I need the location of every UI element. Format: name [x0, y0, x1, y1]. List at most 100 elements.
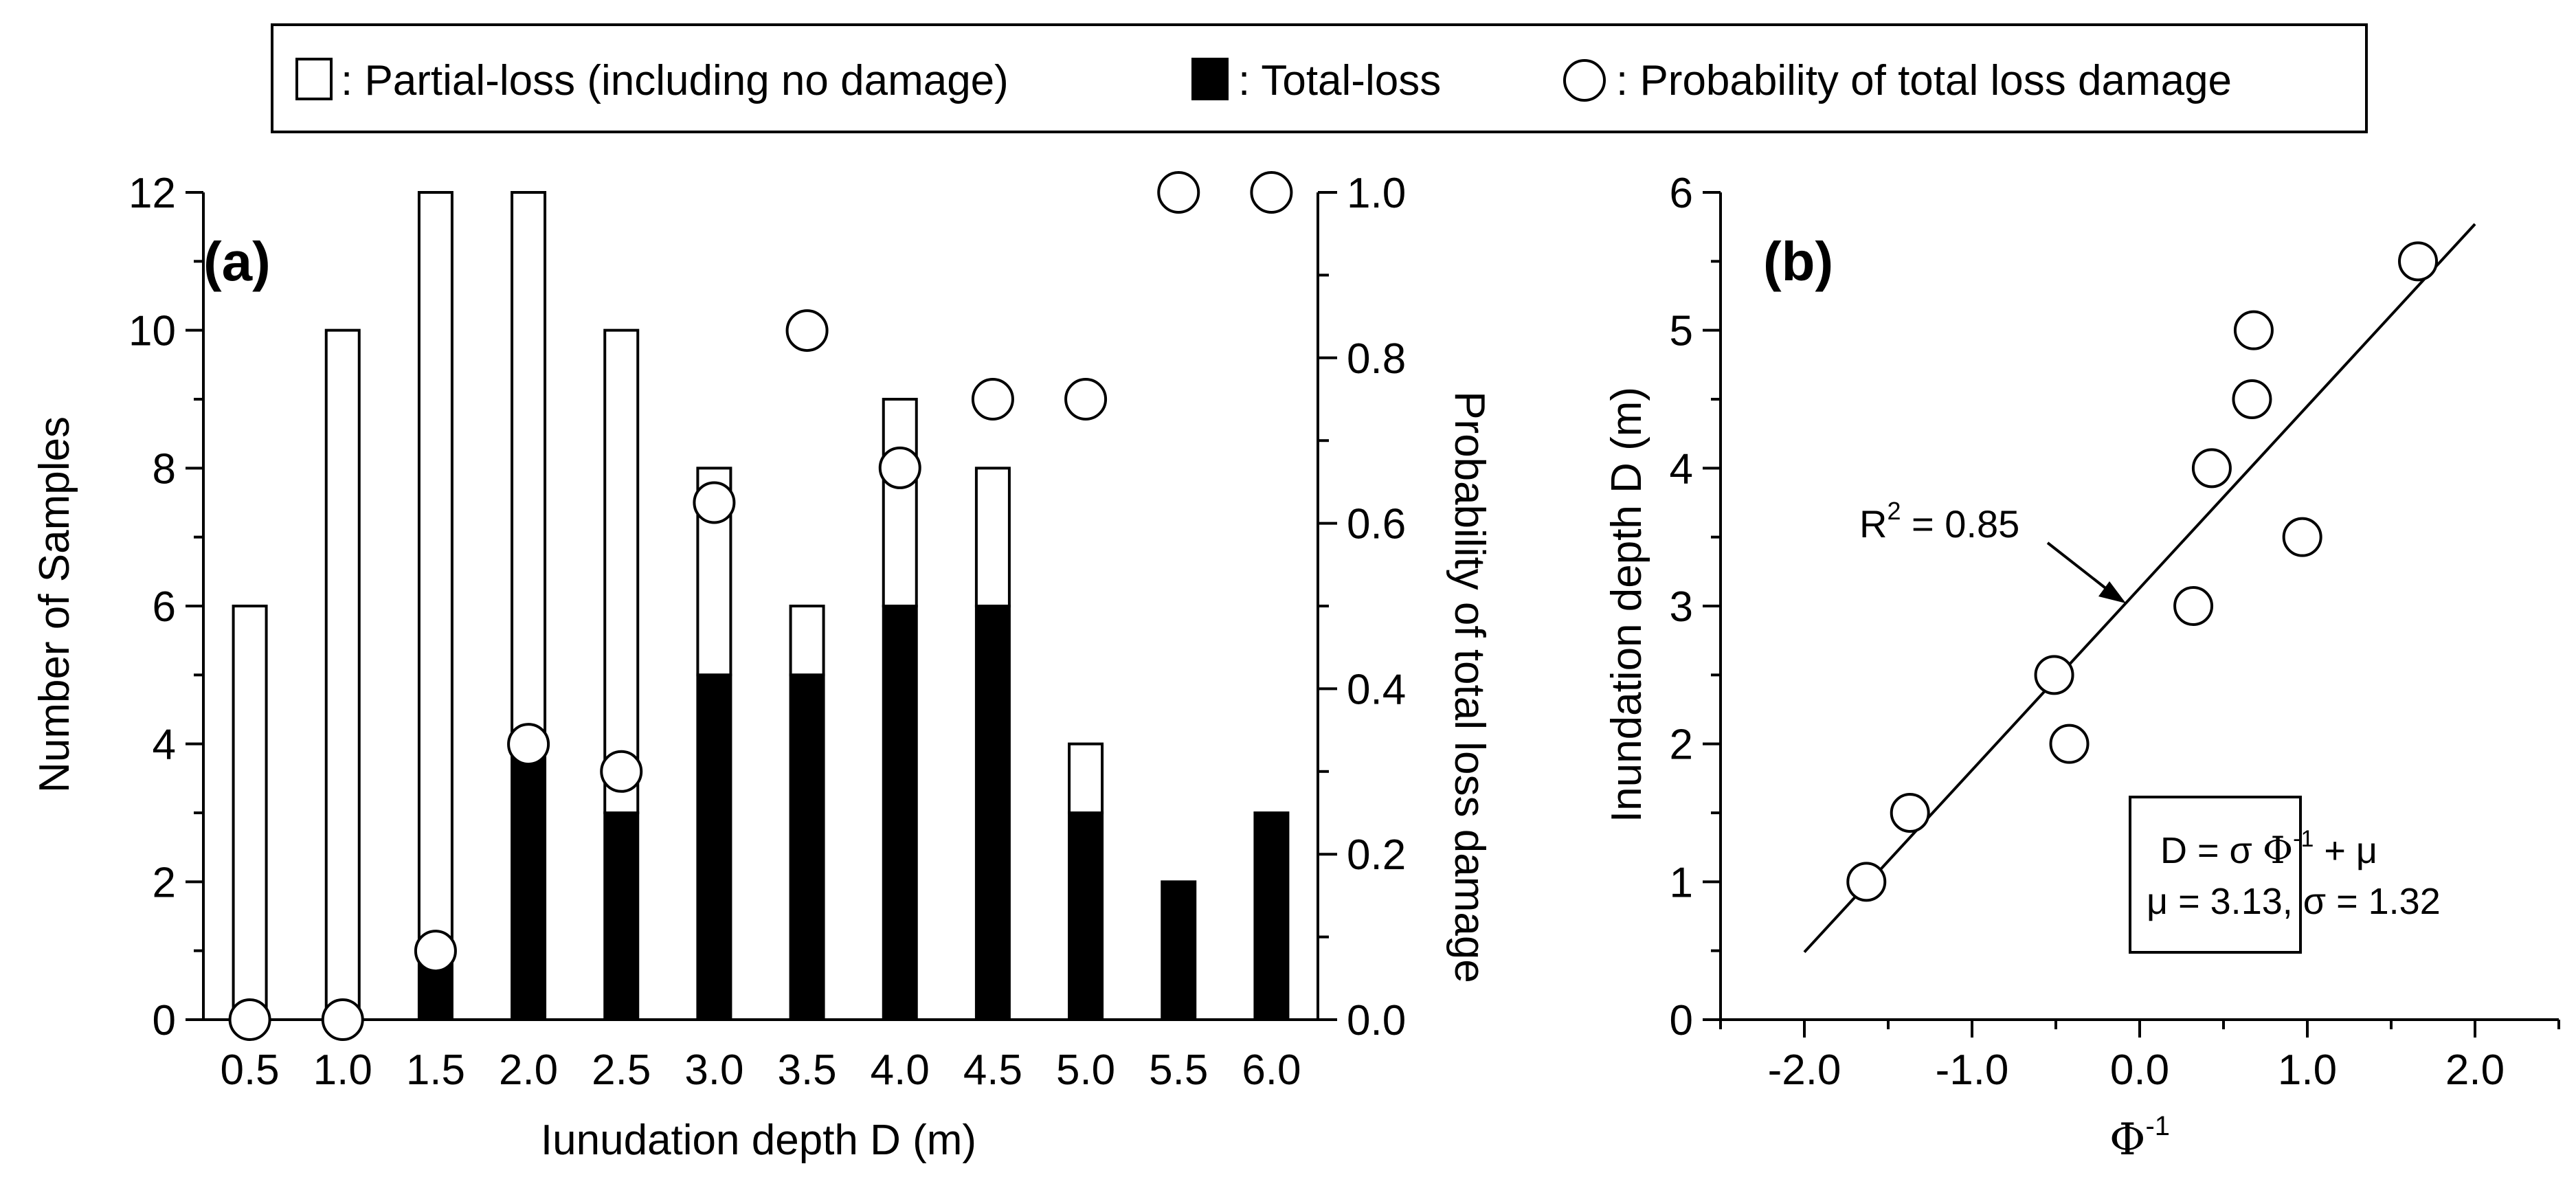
- probability-point: [785, 309, 829, 352]
- bar-partial-loss: [324, 328, 361, 1021]
- data-point: [2173, 586, 2214, 626]
- probability-point: [971, 378, 1014, 421]
- bar-total-loss: [882, 605, 918, 1021]
- r-squared-arrow: [2046, 541, 2112, 594]
- bar-partial-loss: [882, 398, 918, 607]
- y-tick-label: 0: [1670, 997, 1693, 1044]
- probability-point: [228, 998, 271, 1041]
- panel-b-label: (b): [1763, 231, 1833, 292]
- y2-tick-label: 1.0: [1347, 170, 1406, 217]
- probability-point: [1250, 171, 1293, 214]
- legend-prob-marker: [1563, 59, 1606, 102]
- x-tick-label: 4.5: [963, 1046, 1022, 1094]
- probability-point: [1064, 378, 1108, 421]
- probability-point: [693, 481, 736, 524]
- panel-a-y2-axis-title: Probability of total loss damage: [1446, 391, 1493, 983]
- data-point: [2232, 379, 2272, 419]
- legend-partial-swatch: [295, 58, 333, 100]
- y-tick-label: 2: [1670, 721, 1693, 769]
- y2-tick-label: 0.6: [1347, 501, 1406, 548]
- legend-partial-label: : Partial-loss (including no damage): [341, 57, 1009, 104]
- bar-total-loss: [511, 742, 547, 1021]
- y-tick-label: 4: [153, 721, 176, 769]
- bar-partial-loss: [417, 191, 453, 952]
- r-squared-label: R2 = 0.85: [1859, 497, 2019, 546]
- legend-box: [271, 23, 2368, 133]
- y2-tick-label: 0.0: [1347, 997, 1406, 1044]
- y-tick-label: 2: [153, 859, 176, 906]
- x-tick-label: 2.0: [499, 1046, 558, 1094]
- y-tick-label: 0: [153, 997, 176, 1044]
- formula-box: [2129, 796, 2302, 954]
- data-point: [2282, 517, 2322, 557]
- panel-a: (a) 0 2 4 6 8 10 12 0.0 0.2 0.4 0.6 0.8 1.0 0.5 1.0 1.5…: [31, 170, 1493, 1164]
- y2-tick-label: 0.4: [1347, 666, 1406, 713]
- data-point: [2191, 448, 2232, 489]
- bar-partial-loss: [974, 467, 1011, 607]
- probability-point: [1157, 171, 1200, 214]
- x-tick-label: 0.5: [220, 1046, 279, 1094]
- legend-total-swatch: [1191, 58, 1229, 100]
- panel-b: (b) 0 1 2 3 4 5 6 -2.0 -1.0 0.0 1.0 2.0 R2 = 0.85 D…: [1603, 170, 2560, 1165]
- bar-partial-loss: [603, 328, 640, 814]
- x-tick-label: -1.0: [1936, 1046, 2009, 1094]
- x-tick-label: 2.5: [592, 1046, 651, 1094]
- panel-b-points: [1846, 241, 2439, 902]
- bar-total-loss: [1161, 880, 1197, 1022]
- data-point: [2034, 655, 2074, 695]
- x-tick-label: 3.5: [777, 1046, 836, 1094]
- x-tick-label: 6.0: [1242, 1046, 1301, 1094]
- data-point: [2233, 310, 2274, 350]
- data-point: [2049, 724, 2090, 764]
- y-tick-label: 6: [1670, 170, 1693, 217]
- legend-prob-label: : Probability of total loss damage: [1616, 57, 2232, 104]
- formula-line-1: D = σ Φ-1 + μ: [2160, 826, 2377, 872]
- y-tick-label: 12: [128, 170, 176, 217]
- probability-point: [600, 750, 643, 793]
- x-tick-label: 4.0: [871, 1046, 930, 1094]
- bar-total-loss: [603, 811, 640, 1021]
- x-tick-label: 0.0: [2110, 1046, 2169, 1094]
- x-tick-label: -2.0: [1768, 1046, 1841, 1094]
- r-squared-arrowhead: [2098, 581, 2126, 603]
- y-tick-label: 1: [1670, 859, 1693, 906]
- bar-partial-loss: [232, 605, 268, 1021]
- panel-a-x-axis-title: Iunudation depth D (m): [541, 1117, 976, 1164]
- bar-total-loss: [1068, 811, 1104, 1021]
- x-tick-label: 3.0: [684, 1046, 743, 1094]
- panel-a-axes: 0 2 4 6 8 10 12 0.0 0.2 0.4 0.6 0.8 1.0 0.5 1.0 1.5 2.0 2…: [128, 170, 1406, 1094]
- panel-b-x-axis-title: Φ-1: [2109, 1111, 2170, 1165]
- x-tick-label: 1.0: [313, 1046, 372, 1094]
- probability-point: [414, 930, 457, 973]
- panel-a-probability-points: [228, 171, 1293, 1041]
- bar-partial-loss: [1068, 742, 1104, 814]
- x-tick-label: 1.5: [406, 1046, 465, 1094]
- bar-total-loss: [696, 673, 732, 1021]
- data-point: [1846, 862, 1887, 902]
- bar-total-loss: [974, 605, 1011, 1021]
- data-point: [1890, 793, 1930, 833]
- panel-a-label: (a): [203, 231, 271, 292]
- y-tick-label: 3: [1670, 583, 1693, 631]
- legend-total-label: : Total-loss: [1238, 57, 1441, 104]
- probability-point: [878, 446, 921, 489]
- formula-line-2: μ = 3.13, σ = 1.32: [2147, 881, 2441, 922]
- x-tick-label: 1.0: [2278, 1046, 2337, 1094]
- x-tick-label: 5.0: [1056, 1046, 1115, 1094]
- x-tick-label: 2.0: [2445, 1046, 2505, 1094]
- bar-partial-loss: [511, 191, 547, 746]
- panel-b-axes: 0 1 2 3 4 5 6 -2.0 -1.0 0.0 1.0 2.0: [1670, 170, 2560, 1094]
- x-tick-label: 5.5: [1149, 1046, 1208, 1094]
- panel-a-y-axis-title: Number of Samples: [31, 416, 78, 793]
- y2-tick-label: 0.8: [1347, 335, 1406, 383]
- panel-b-y-axis-title: Inundation depth D (m): [1603, 387, 1650, 822]
- y-tick-label: 5: [1670, 308, 1693, 355]
- probability-point: [507, 723, 550, 766]
- bar-partial-loss: [789, 605, 825, 677]
- panel-a-bars: [232, 191, 1290, 1022]
- y-tick-label: 4: [1670, 445, 1693, 493]
- probability-point: [321, 998, 364, 1041]
- bar-total-loss: [789, 673, 825, 1021]
- legend: : Partial-loss (including no damage) : T…: [271, 23, 2368, 133]
